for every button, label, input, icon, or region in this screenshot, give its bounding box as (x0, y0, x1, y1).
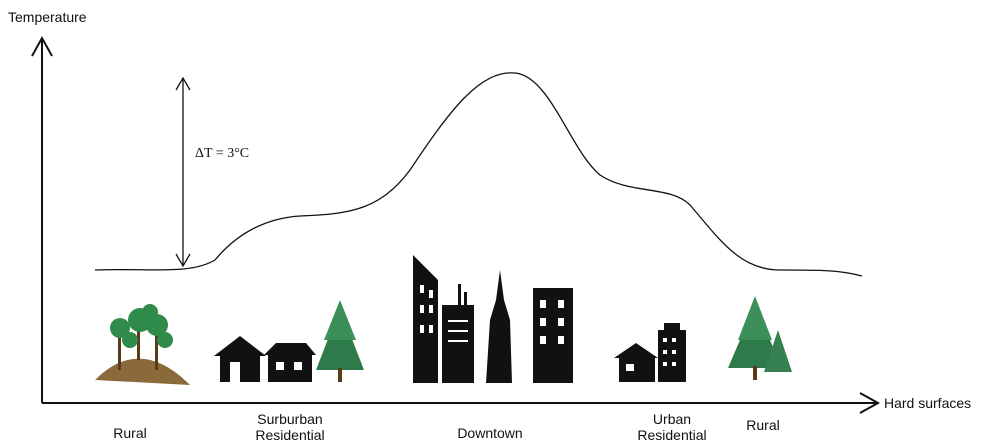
downtown-icon-part-part (558, 336, 564, 344)
zone-label: Downtown (457, 425, 522, 441)
y-axis-label: Temperature (8, 9, 87, 25)
rural-icon-part-part (142, 304, 158, 320)
downtown-icon-part-part (420, 285, 424, 293)
downtown-icon-part-part (420, 325, 424, 333)
downtown-icon-part-part (420, 305, 424, 313)
y-axis (32, 38, 52, 403)
zone-label: Urban (653, 411, 691, 427)
x-axis-label: Hard surfaces (884, 395, 971, 411)
urban-residential-icon-part (626, 364, 634, 371)
urban-residential-icon-part (664, 323, 680, 331)
zone-label: Residential (255, 427, 324, 443)
rural-icon-part (738, 296, 772, 340)
page: Temperature Hard surfaces ΔT = 3°C (0, 0, 988, 445)
downtown-icon-part-part (448, 320, 468, 322)
downtown-icon-part (413, 255, 438, 383)
downtown-icon-part (486, 270, 512, 383)
x-axis (42, 393, 878, 413)
zone-label: Rural (113, 425, 146, 441)
urban-residential-icon-part (658, 330, 686, 382)
rural-icon-part (753, 366, 757, 380)
suburban-icon-part (214, 336, 266, 356)
downtown-icon-part (464, 292, 467, 306)
downtown-icon (413, 255, 573, 383)
suburban-icon-part (264, 343, 316, 355)
downtown-icon-part-part (429, 290, 433, 298)
downtown-icon-part-part (558, 300, 564, 308)
downtown-icon-part (442, 305, 474, 383)
diagram: Temperature Hard surfaces ΔT = 3°C (0, 0, 988, 445)
downtown-icon-part-part (540, 318, 546, 326)
suburban-icon-part (294, 362, 302, 370)
rural-icon-part-part (157, 332, 173, 348)
downtown-icon-part-part (429, 325, 433, 333)
delta-annotation: ΔT = 3°C (195, 146, 249, 161)
urban-residential-icon (614, 323, 686, 382)
rural-icon-part-part (155, 330, 158, 370)
rural-icon-part-part (122, 332, 138, 348)
urban-residential-icon-part-part (672, 350, 676, 354)
suburban-icon (214, 300, 364, 382)
suburban-icon-part (338, 368, 342, 382)
zone-labels: Rural Surburban Residential Downtown Urb… (113, 411, 779, 443)
urban-residential-icon-part (619, 356, 655, 382)
downtown-icon-part-part (429, 305, 433, 313)
urban-residential-icon-part-part (672, 338, 676, 342)
urban-residential-icon-part-part (672, 362, 676, 366)
urban-residential-icon-part-part (663, 338, 667, 342)
zone-label: Residential (637, 427, 706, 443)
urban-residential-icon-part-part (663, 350, 667, 354)
downtown-icon-part-part (558, 318, 564, 326)
urban-residential-icon-part-part (663, 362, 667, 366)
temperature-curve (95, 73, 862, 276)
downtown-icon-part (533, 288, 573, 383)
downtown-icon-part-part (540, 336, 546, 344)
delta-arrow (176, 78, 190, 266)
rural-icon (728, 296, 792, 380)
downtown-icon-part-part (448, 340, 468, 342)
downtown-icon-part (458, 284, 461, 306)
urban-residential-icon-part (614, 343, 658, 358)
suburban-icon-part (276, 362, 284, 370)
zone-label: Surburban (257, 411, 322, 427)
zone-label: Rural (746, 417, 779, 433)
downtown-icon-part-part (448, 330, 468, 332)
suburban-icon-part (230, 362, 240, 382)
downtown-icon-part-part (540, 300, 546, 308)
rural-icon (95, 304, 190, 385)
suburban-icon-part (268, 354, 312, 382)
suburban-icon-part (324, 300, 356, 340)
rural-icon-part (95, 359, 190, 385)
